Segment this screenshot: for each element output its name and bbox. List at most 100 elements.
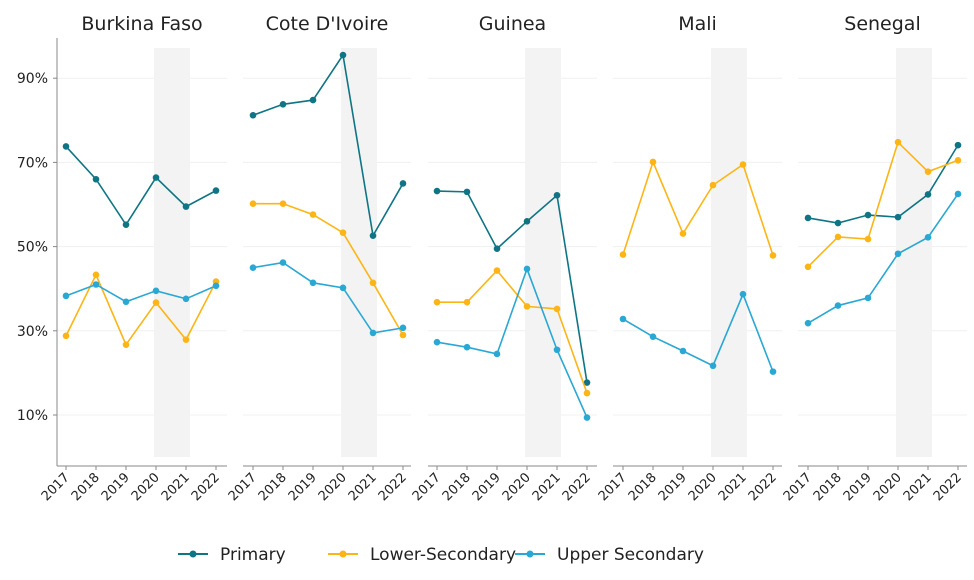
x-tick-label: 2021 — [901, 470, 935, 504]
data-point — [309, 96, 317, 104]
data-point — [804, 214, 812, 222]
data-point — [92, 271, 100, 279]
data-point — [182, 336, 190, 343]
legend-label: Upper Secondary — [557, 545, 704, 565]
data-point — [769, 252, 777, 259]
data-point — [433, 298, 441, 306]
data-point — [954, 141, 962, 149]
data-point — [924, 168, 932, 175]
data-point — [249, 200, 257, 207]
data-point — [399, 324, 407, 332]
data-point — [649, 158, 657, 166]
data-point — [249, 264, 257, 271]
data-point — [834, 219, 842, 227]
data-point — [739, 161, 747, 168]
x-tick-label: 2018 — [811, 470, 845, 504]
data-point — [339, 229, 347, 237]
y-tick-label: 90% — [17, 71, 48, 87]
x-tick-label: 2020 — [316, 470, 350, 504]
data-point — [679, 230, 687, 237]
data-point — [619, 315, 627, 323]
x-tick-label: 2022 — [376, 470, 410, 504]
data-point — [152, 174, 160, 181]
x-tick-label: 2020 — [871, 470, 905, 504]
data-point — [339, 284, 347, 292]
data-point — [399, 180, 407, 187]
data-point — [309, 279, 317, 287]
data-point — [553, 346, 561, 354]
y-tick-label: 70% — [17, 155, 48, 171]
data-point — [122, 221, 130, 229]
data-point — [649, 333, 657, 340]
series-lines — [62, 51, 962, 421]
shaded-band-burkina-faso — [154, 48, 190, 457]
data-point — [493, 267, 501, 274]
facet-title-mali: Mali — [678, 13, 717, 35]
data-point — [62, 292, 70, 300]
data-point — [62, 332, 70, 340]
series-line-upper-secondary-senegal — [807, 193, 959, 324]
data-point — [804, 319, 812, 327]
y-axis-ticks: 10% 30% 50% 70% 90% — [17, 71, 57, 424]
series-line-lower-secondary-cote-d-ivoire — [253, 202, 404, 336]
data-point — [249, 111, 257, 119]
data-point — [152, 299, 160, 306]
data-point — [804, 263, 812, 271]
data-point — [463, 188, 471, 196]
x-tick-label: 2018 — [626, 470, 660, 504]
data-point — [553, 191, 561, 199]
shaded-band-senegal — [896, 48, 932, 457]
data-point — [92, 175, 100, 183]
x-tick-label: 2021 — [530, 470, 564, 504]
data-point — [894, 250, 902, 258]
series-line-lower-secondary-guinea — [437, 269, 588, 394]
x-tick-label: 2022 — [560, 470, 594, 504]
data-point — [954, 190, 962, 198]
series-line-lower-secondary-senegal — [807, 140, 959, 268]
data-point — [864, 235, 872, 243]
series-line-lower-secondary-burkina-faso — [65, 272, 217, 347]
data-point — [523, 303, 531, 310]
series-line-primary-senegal — [807, 144, 959, 224]
facet-titles: Burkina Faso Cote D'Ivoire Guinea Mali Seneg… — [81, 13, 920, 35]
data-point — [493, 245, 501, 253]
data-point — [463, 298, 471, 306]
x-tick-label: 2022 — [189, 470, 223, 504]
y-tick-label: 50% — [17, 240, 48, 256]
data-point — [339, 51, 347, 59]
x-tick-label: 2019 — [286, 470, 320, 504]
x-tick-label: 2021 — [159, 470, 193, 504]
x-tick-label: 2021 — [346, 470, 380, 504]
data-point — [834, 302, 842, 309]
data-point — [463, 343, 471, 351]
data-point — [709, 362, 717, 370]
series-line-upper-secondary-cote-d-ivoire — [252, 261, 404, 334]
x-tick-label: 2017 — [596, 470, 630, 504]
data-point — [709, 181, 717, 189]
data-point — [619, 251, 627, 258]
y-tick-label: 10% — [17, 408, 48, 424]
facet-title-guinea: Guinea — [479, 13, 546, 35]
series-line-upper-secondary-burkina-faso — [65, 283, 217, 303]
legend-swatch-point — [189, 550, 197, 558]
data-point — [369, 329, 377, 337]
x-tick-label: 2018 — [256, 470, 290, 504]
legend: Primary Lower-Secondary Upper Secondary — [178, 545, 704, 565]
data-point — [92, 281, 100, 288]
x-tick-label: 2019 — [470, 470, 504, 504]
series-line-upper-secondary-mali — [622, 292, 774, 372]
legend-label: Primary — [220, 545, 286, 565]
x-tick-label: 2018 — [440, 470, 474, 504]
x-tick-label: 2019 — [656, 470, 690, 504]
data-point — [834, 233, 842, 241]
data-point — [679, 347, 687, 355]
x-tick-label: 2017 — [226, 470, 260, 504]
y-tick-label: 30% — [17, 324, 48, 340]
series-line-primary-cote-d-ivoire — [252, 52, 404, 238]
series-line-upper-secondary-guinea — [436, 266, 588, 418]
data-point — [433, 187, 441, 195]
x-tick-label: 2017 — [781, 470, 815, 504]
series-line-lower-secondary-mali — [622, 159, 774, 256]
